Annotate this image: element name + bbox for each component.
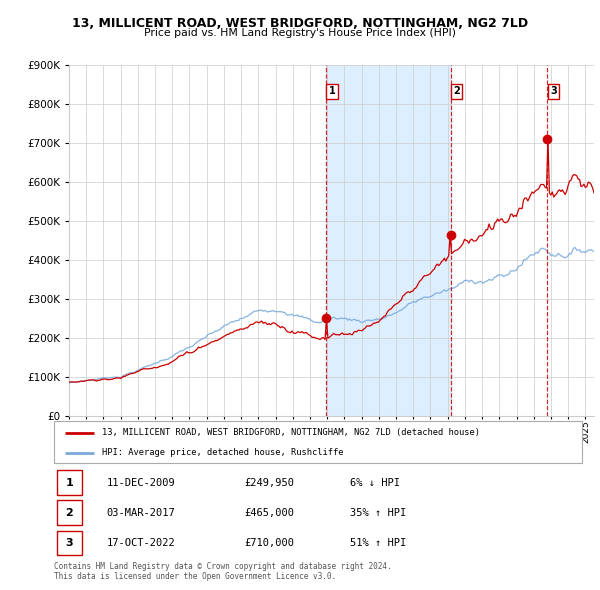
Text: 11-DEC-2009: 11-DEC-2009 xyxy=(107,477,176,487)
Text: 3: 3 xyxy=(65,538,73,548)
Text: 2: 2 xyxy=(453,86,460,96)
Text: 2: 2 xyxy=(65,508,73,518)
Text: 3: 3 xyxy=(550,86,557,96)
Text: 6% ↓ HPI: 6% ↓ HPI xyxy=(350,477,400,487)
Text: £465,000: £465,000 xyxy=(244,508,294,518)
Text: £710,000: £710,000 xyxy=(244,538,294,548)
Text: 13, MILLICENT ROAD, WEST BRIDGFORD, NOTTINGHAM, NG2 7LD (detached house): 13, MILLICENT ROAD, WEST BRIDGFORD, NOTT… xyxy=(101,428,479,437)
Text: HPI: Average price, detached house, Rushcliffe: HPI: Average price, detached house, Rush… xyxy=(101,448,343,457)
Bar xyxy=(326,65,451,416)
Text: Price paid vs. HM Land Registry's House Price Index (HPI): Price paid vs. HM Land Registry's House … xyxy=(144,28,456,38)
Text: 35% ↑ HPI: 35% ↑ HPI xyxy=(350,508,406,518)
Text: Contains HM Land Registry data © Crown copyright and database right 2024.
This d: Contains HM Land Registry data © Crown c… xyxy=(54,562,392,581)
FancyBboxPatch shape xyxy=(56,500,82,525)
Text: 51% ↑ HPI: 51% ↑ HPI xyxy=(350,538,406,548)
Text: 03-MAR-2017: 03-MAR-2017 xyxy=(107,508,176,518)
Text: 17-OCT-2022: 17-OCT-2022 xyxy=(107,538,176,548)
Text: £249,950: £249,950 xyxy=(244,477,294,487)
Text: 1: 1 xyxy=(65,477,73,487)
FancyBboxPatch shape xyxy=(56,470,82,495)
FancyBboxPatch shape xyxy=(54,421,582,463)
FancyBboxPatch shape xyxy=(56,530,82,555)
Text: 1: 1 xyxy=(329,86,335,96)
Text: 13, MILLICENT ROAD, WEST BRIDGFORD, NOTTINGHAM, NG2 7LD: 13, MILLICENT ROAD, WEST BRIDGFORD, NOTT… xyxy=(72,17,528,30)
